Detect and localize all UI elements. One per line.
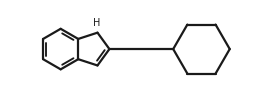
Text: H: H — [93, 18, 100, 28]
